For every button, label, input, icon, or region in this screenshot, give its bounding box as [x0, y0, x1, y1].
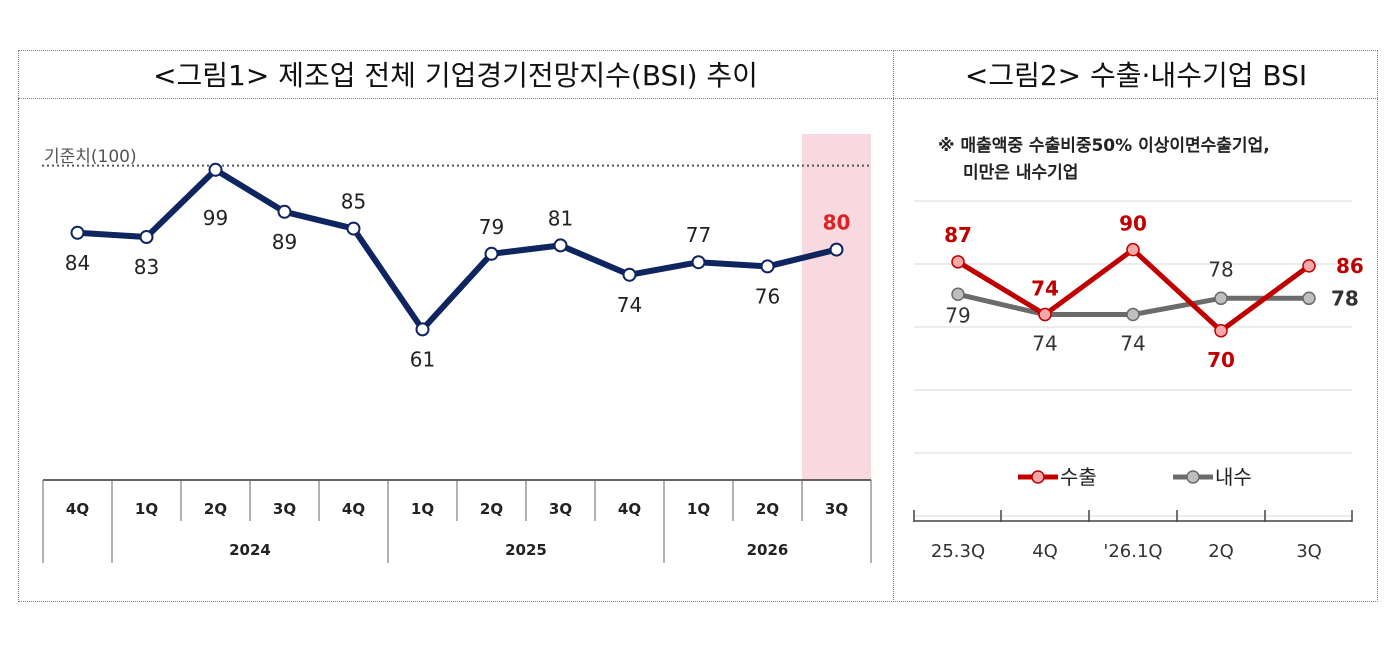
- export-data-point: [1038, 307, 1052, 322]
- data-label: 81: [548, 206, 573, 230]
- x-tick-label: 2Q: [1208, 541, 1234, 562]
- x-tick-label: 3Q: [549, 500, 572, 518]
- export-data-label: 87: [944, 223, 972, 247]
- highlight-band: [802, 134, 871, 480]
- x-tick-label: 4Q: [618, 500, 641, 518]
- domestic-data-label: 78: [1331, 286, 1359, 310]
- figure2-title: <그림2> 수출·내수기업 BSI: [964, 59, 1308, 92]
- data-label: 85: [341, 190, 366, 214]
- data-point: [622, 267, 637, 282]
- year-group-label: 2026: [747, 541, 789, 559]
- data-point: [208, 162, 223, 177]
- x-tick-label: 25.3Q: [931, 541, 985, 562]
- data-point: [829, 242, 844, 257]
- export-data-label: 86: [1336, 254, 1364, 278]
- data-label: 74: [617, 293, 642, 317]
- baseline-label: 기준치(100): [44, 147, 137, 167]
- title-divider-horizontal: [18, 98, 1378, 99]
- data-point: [484, 246, 499, 261]
- export-data-point: [1126, 242, 1140, 257]
- export-data-label: 74: [1031, 277, 1059, 301]
- data-label: 77: [686, 223, 711, 247]
- data-label: 83: [134, 255, 159, 279]
- domestic-data-label: 78: [1208, 257, 1233, 281]
- legend-domestic-label: 내수: [1215, 465, 1252, 489]
- data-label: 84: [65, 251, 90, 275]
- figure1-title: <그림1> 제조업 전체 기업경기전망지수(BSI) 추이: [153, 59, 758, 92]
- export-data-point: [1302, 259, 1316, 273]
- data-point: [277, 204, 292, 219]
- data-label: 89: [272, 230, 297, 254]
- figure2-note-line1: ※ 매출액중 수출비중50% 이상이면수출기업,: [938, 136, 1270, 156]
- x-tick-label: 2Q: [480, 500, 503, 518]
- x-tick-label: 4Q: [342, 500, 365, 518]
- export-data-point: [951, 255, 965, 269]
- figure-divider-vertical: [893, 50, 894, 602]
- data-point: [553, 238, 568, 253]
- domestic-data-point: [951, 287, 965, 302]
- export-data-point: [1214, 324, 1228, 338]
- data-label: 61: [410, 347, 435, 371]
- x-tick-label: 1Q: [687, 500, 710, 518]
- legend-export-label: 수출: [1060, 465, 1097, 489]
- x-tick-label: 4Q: [1032, 541, 1058, 562]
- data-point: [760, 259, 775, 274]
- bsi-series-line: [74, 166, 840, 333]
- data-point: [139, 230, 154, 244]
- x-tick-label: 1Q: [135, 500, 158, 518]
- domestic-data-label: 74: [1120, 332, 1145, 356]
- legend-export-marker: [1031, 470, 1045, 484]
- data-label: 80: [823, 211, 851, 235]
- x-tick-label: 1Q: [411, 500, 434, 518]
- year-group-label: 2024: [229, 541, 271, 559]
- domestic-data-label: 79: [945, 303, 970, 327]
- figure2-note-line2: 미만은 내수기업: [963, 163, 1078, 183]
- domestic-data-point: [1214, 291, 1228, 306]
- legend-domestic-marker: [1186, 470, 1200, 484]
- data-point: [415, 322, 430, 337]
- data-point: [70, 225, 85, 240]
- data-point: [691, 255, 706, 270]
- domestic-data-label: 74: [1032, 332, 1057, 356]
- x-tick-label: '26.1Q: [1103, 541, 1162, 562]
- data-label: 79: [479, 215, 504, 239]
- data-label: 99: [203, 206, 228, 230]
- x-tick-label: 3Q: [1296, 541, 1322, 562]
- x-tick-label: 3Q: [273, 500, 296, 518]
- export-data-label: 90: [1119, 212, 1147, 236]
- year-group-label: 2025: [505, 541, 547, 559]
- x-tick-label: 3Q: [825, 500, 848, 518]
- domestic-data-point: [1126, 307, 1140, 322]
- x-tick-label: 2Q: [756, 500, 779, 518]
- data-label: 76: [755, 284, 780, 308]
- domestic-data-point: [1302, 291, 1316, 306]
- x-tick-label: 4Q: [66, 500, 89, 518]
- x-tick-label: 2Q: [204, 500, 227, 518]
- figure-frame: [18, 50, 1378, 602]
- export-data-label: 70: [1207, 348, 1235, 372]
- data-point: [346, 221, 361, 236]
